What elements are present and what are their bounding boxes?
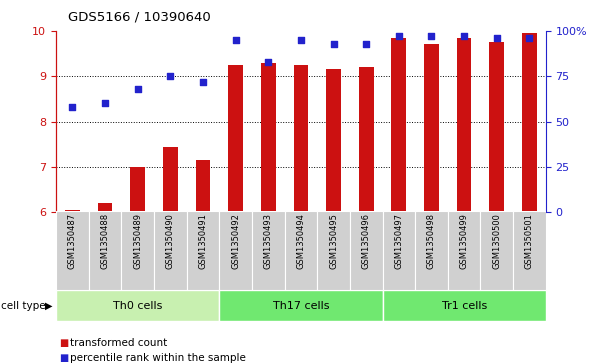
Bar bbox=[382, 290, 546, 321]
Point bbox=[231, 37, 240, 43]
Text: ■: ■ bbox=[59, 353, 68, 363]
Text: GSM1350492: GSM1350492 bbox=[231, 213, 240, 269]
Bar bbox=[261, 62, 276, 212]
Point bbox=[166, 73, 175, 79]
Bar bbox=[163, 147, 178, 212]
Text: GSM1350489: GSM1350489 bbox=[133, 213, 142, 269]
Text: GSM1350487: GSM1350487 bbox=[68, 213, 77, 269]
Point bbox=[525, 35, 534, 41]
Bar bbox=[196, 160, 210, 212]
Text: GSM1350488: GSM1350488 bbox=[100, 213, 110, 269]
Text: GSM1350491: GSM1350491 bbox=[198, 213, 208, 269]
Text: Th0 cells: Th0 cells bbox=[113, 301, 162, 311]
Text: cell type: cell type bbox=[1, 301, 45, 311]
Bar bbox=[457, 38, 471, 212]
Point bbox=[394, 33, 404, 39]
Bar bbox=[448, 211, 480, 290]
Point bbox=[198, 79, 208, 85]
Bar bbox=[219, 290, 382, 321]
Text: GSM1350495: GSM1350495 bbox=[329, 213, 338, 269]
Text: GSM1350498: GSM1350498 bbox=[427, 213, 436, 269]
Bar bbox=[490, 42, 504, 212]
Point bbox=[329, 41, 338, 46]
Point bbox=[264, 59, 273, 65]
Bar bbox=[294, 65, 308, 212]
Point bbox=[133, 86, 142, 92]
Bar bbox=[154, 211, 186, 290]
Bar bbox=[228, 65, 243, 212]
Text: GSM1350500: GSM1350500 bbox=[492, 213, 502, 269]
Bar bbox=[122, 211, 154, 290]
Bar bbox=[56, 290, 219, 321]
Bar bbox=[65, 210, 80, 212]
Bar bbox=[186, 211, 219, 290]
Bar bbox=[56, 211, 88, 290]
Bar bbox=[513, 211, 546, 290]
Text: Tr1 cells: Tr1 cells bbox=[441, 301, 487, 311]
Point bbox=[68, 104, 77, 110]
Bar bbox=[522, 33, 537, 212]
Bar bbox=[382, 211, 415, 290]
Bar bbox=[98, 203, 112, 212]
Text: GSM1350493: GSM1350493 bbox=[264, 213, 273, 269]
Point bbox=[492, 35, 502, 41]
Point bbox=[460, 33, 469, 39]
Bar bbox=[252, 211, 284, 290]
Bar bbox=[88, 211, 122, 290]
Text: GSM1350499: GSM1350499 bbox=[460, 213, 468, 269]
Bar bbox=[219, 211, 252, 290]
Text: GSM1350496: GSM1350496 bbox=[362, 213, 371, 269]
Point bbox=[100, 101, 110, 106]
Text: ▶: ▶ bbox=[45, 301, 53, 311]
Text: ■: ■ bbox=[59, 338, 68, 348]
Bar bbox=[359, 67, 373, 212]
Point bbox=[296, 37, 306, 43]
Text: GSM1350501: GSM1350501 bbox=[525, 213, 534, 269]
Point bbox=[362, 41, 371, 46]
Text: GSM1350490: GSM1350490 bbox=[166, 213, 175, 269]
Text: GDS5166 / 10390640: GDS5166 / 10390640 bbox=[68, 11, 211, 24]
Bar bbox=[317, 211, 350, 290]
Bar bbox=[350, 211, 382, 290]
Bar bbox=[392, 38, 406, 212]
Bar bbox=[424, 44, 439, 212]
Text: Th17 cells: Th17 cells bbox=[273, 301, 329, 311]
Text: GSM1350497: GSM1350497 bbox=[394, 213, 404, 269]
Point bbox=[427, 33, 436, 39]
Text: GSM1350494: GSM1350494 bbox=[296, 213, 306, 269]
Bar bbox=[480, 211, 513, 290]
Bar bbox=[130, 167, 145, 212]
Bar bbox=[326, 69, 341, 212]
Bar bbox=[415, 211, 448, 290]
Text: percentile rank within the sample: percentile rank within the sample bbox=[70, 353, 245, 363]
Bar bbox=[284, 211, 317, 290]
Text: transformed count: transformed count bbox=[70, 338, 167, 348]
